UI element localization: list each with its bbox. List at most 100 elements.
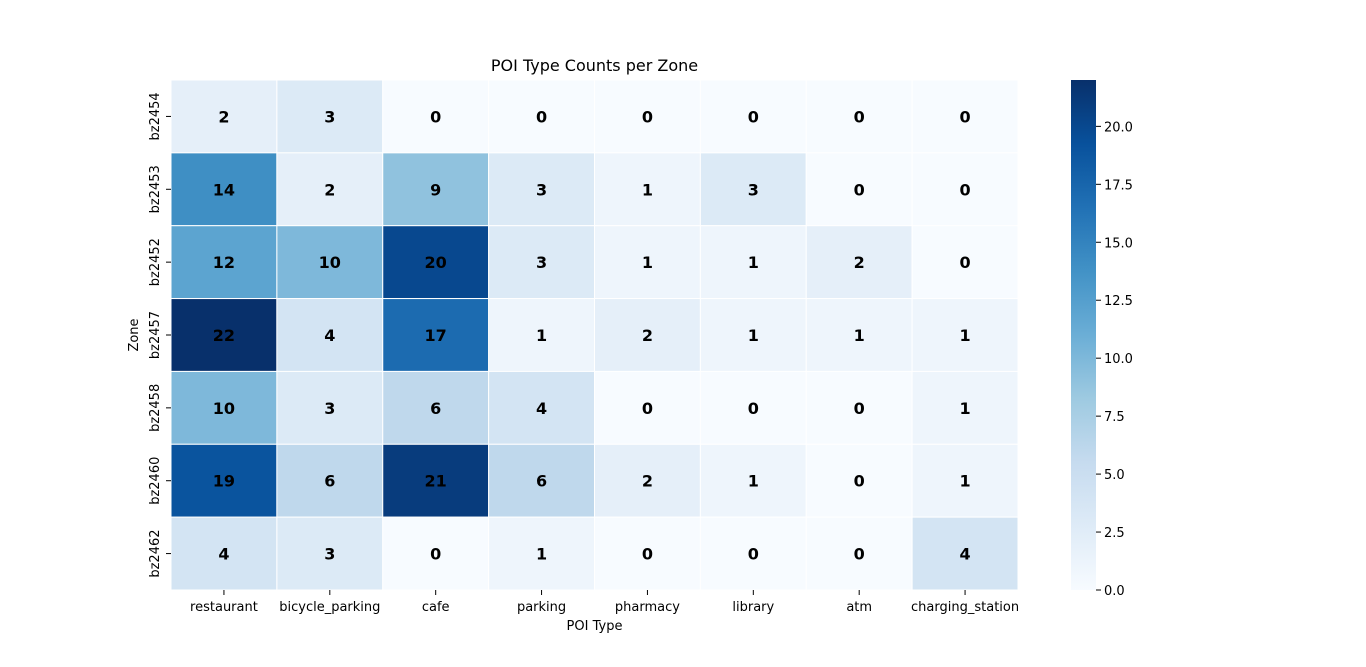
x-tick-label: library — [732, 600, 774, 615]
heatmap-cells — [170, 79, 1019, 591]
heatmap-cell — [911, 370, 1019, 445]
heatmap-cell — [594, 298, 701, 372]
heatmap-cell — [382, 225, 490, 300]
cell-value-label: 1 — [642, 180, 653, 199]
heatmap-cell — [488, 298, 595, 372]
cell-value-label: 1 — [959, 326, 970, 345]
heatmap-cell — [805, 370, 913, 445]
cell-value-label: 0 — [854, 107, 865, 126]
y-tick-label: bz2452 — [148, 238, 163, 286]
heatmap-cell — [594, 225, 701, 300]
colorbar-tick-label: 20.0 — [1104, 120, 1133, 135]
cell-value-label: 1 — [748, 326, 759, 345]
heatmap-cell — [170, 516, 278, 591]
heatmap-cell — [805, 225, 913, 300]
heatmap-cell — [594, 79, 701, 154]
heatmap-cell — [911, 79, 1019, 154]
y-tick-label: bz2453 — [148, 165, 163, 213]
cell-value-label: 2 — [324, 180, 335, 199]
cell-value-label: 3 — [748, 180, 759, 199]
heatmap-cell — [911, 443, 1019, 518]
cell-value-label: 0 — [642, 545, 653, 564]
cell-value-label: 14 — [213, 180, 235, 199]
colorbar-tick-label: 17.5 — [1104, 178, 1133, 193]
x-axis: restaurant bicycle_parking cafe parking phar… — [190, 590, 1019, 615]
x-tick-label: atm — [846, 600, 872, 615]
cell-value-label: 10 — [213, 399, 235, 418]
cell-value-label: 1 — [854, 326, 865, 345]
cell-value-label: 4 — [536, 399, 547, 418]
x-tick-label: pharmacy — [615, 600, 680, 615]
cell-value-label: 1 — [748, 472, 759, 491]
heatmap-cell — [699, 370, 807, 445]
cell-value-label: 6 — [536, 472, 547, 491]
cell-value-label: 1 — [642, 253, 653, 272]
cell-value-label: 19 — [213, 472, 235, 491]
heatmap-cell — [699, 443, 807, 518]
cell-value-label: 4 — [959, 545, 970, 564]
x-tick-label: restaurant — [190, 600, 258, 615]
heatmap-cell — [382, 79, 490, 154]
y-tick-label: bz2458 — [148, 384, 163, 432]
y-tick-label: bz2457 — [148, 311, 163, 359]
colorbar-tick-label: 10.0 — [1104, 352, 1133, 367]
cell-value-label: 0 — [959, 180, 970, 199]
cell-value-label: 1 — [959, 472, 970, 491]
cell-value-label: 9 — [430, 180, 441, 199]
x-tick-label: charging_station — [911, 600, 1019, 615]
x-tick-label: bicycle_parking — [279, 600, 380, 615]
heatmap-cell — [488, 79, 595, 154]
cell-value-label: 12 — [213, 253, 235, 272]
cell-value-label: 4 — [218, 545, 229, 564]
cell-value-label: 0 — [430, 107, 441, 126]
colorbar-tick-label: 12.5 — [1104, 294, 1133, 309]
y-axis-label: Zone — [127, 318, 142, 351]
cell-value-label: 0 — [642, 399, 653, 418]
heatmap-cell — [594, 516, 701, 591]
colorbar-gradient — [1071, 80, 1096, 590]
colorbar-tick-label: 15.0 — [1104, 236, 1133, 251]
heatmap-cell — [911, 225, 1019, 300]
cell-value-label: 3 — [536, 180, 547, 199]
heatmap-cell — [382, 516, 490, 591]
cell-value-label: 10 — [319, 253, 341, 272]
cell-value-label: 3 — [536, 253, 547, 272]
heatmap-cell — [488, 370, 595, 445]
heatmap-cell — [699, 516, 807, 591]
colorbar: 0.0 2.5 5.0 7.5 10.0 12.5 15.0 17.5 20.0 — [1071, 80, 1133, 599]
heatmap-cell — [805, 298, 913, 372]
heatmap-cell — [276, 79, 384, 154]
cell-value-label: 0 — [642, 107, 653, 126]
x-tick-label: cafe — [422, 600, 450, 615]
heatmap-cell — [276, 516, 384, 591]
y-axis: bz2454 bz2453 bz2452 bz2457 bz2458 bz2460 bz24… — [148, 92, 171, 578]
heatmap-cell — [382, 298, 490, 372]
heatmap-cell — [911, 516, 1019, 591]
cell-value-label: 0 — [430, 545, 441, 564]
heatmap-cell — [699, 152, 807, 227]
cell-value-label: 0 — [748, 545, 759, 564]
cell-value-label: 3 — [324, 545, 335, 564]
x-tick-label: parking — [517, 600, 566, 615]
cell-value-label: 0 — [854, 180, 865, 199]
cell-value-label: 0 — [854, 399, 865, 418]
cell-value-label: 3 — [324, 399, 335, 418]
cell-value-label: 2 — [218, 107, 229, 126]
heatmap-cell-labels: 2 3 0 0 0 0 0 014 2 9 3 1 3 0 012 10 20 3 1 1 2 022 4 17 1 2 1 1 110… — [213, 107, 971, 563]
heatmap-cell — [911, 152, 1019, 227]
heatmap-cell — [382, 370, 490, 445]
heatmap-cell — [170, 225, 278, 300]
heatmap-cell — [488, 152, 595, 227]
cell-value-label: 0 — [748, 107, 759, 126]
cell-value-label: 0 — [536, 107, 547, 126]
heatmap-cell — [805, 152, 913, 227]
colorbar-tick-label: 7.5 — [1104, 410, 1125, 425]
cell-value-label: 1 — [959, 399, 970, 418]
x-axis-label: POI Type — [567, 619, 623, 634]
cell-value-label: 1 — [536, 326, 547, 345]
cell-value-label: 0 — [748, 399, 759, 418]
cell-value-label: 2 — [854, 253, 865, 272]
cell-value-label: 0 — [854, 472, 865, 491]
